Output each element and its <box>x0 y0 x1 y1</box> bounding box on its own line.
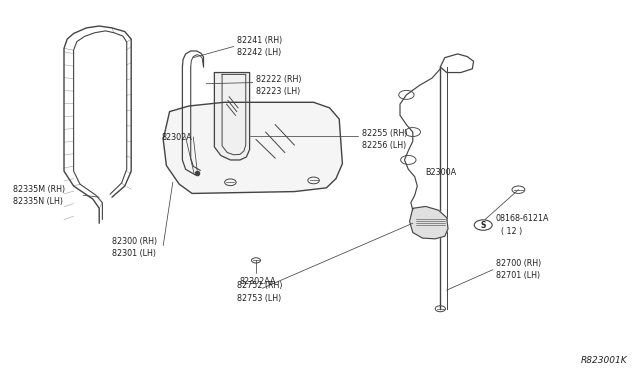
Text: S: S <box>481 221 486 230</box>
Polygon shape <box>410 206 448 239</box>
Text: 82300 (RH)
82301 (LH): 82300 (RH) 82301 (LH) <box>112 237 157 258</box>
Text: 82302AA: 82302AA <box>240 277 276 286</box>
Text: 82700 (RH)
82701 (LH): 82700 (RH) 82701 (LH) <box>496 259 541 280</box>
Text: B2300A: B2300A <box>426 169 457 177</box>
Text: 82752 (RH)
82753 (LH): 82752 (RH) 82753 (LH) <box>237 281 282 303</box>
Text: R823001K: R823001K <box>580 356 627 365</box>
Polygon shape <box>214 73 250 160</box>
Text: 08168-6121A
  ( 12 ): 08168-6121A ( 12 ) <box>496 214 550 236</box>
Text: 82255 (RH)
82256 (LH): 82255 (RH) 82256 (LH) <box>362 129 407 150</box>
Text: 82241 (RH)
82242 (LH): 82241 (RH) 82242 (LH) <box>237 36 282 57</box>
Text: 82222 (RH)
82223 (LH): 82222 (RH) 82223 (LH) <box>256 75 301 96</box>
Text: 82302A: 82302A <box>161 133 192 142</box>
Text: 82335M (RH)
82335N (LH): 82335M (RH) 82335N (LH) <box>13 185 65 206</box>
Polygon shape <box>163 102 342 193</box>
